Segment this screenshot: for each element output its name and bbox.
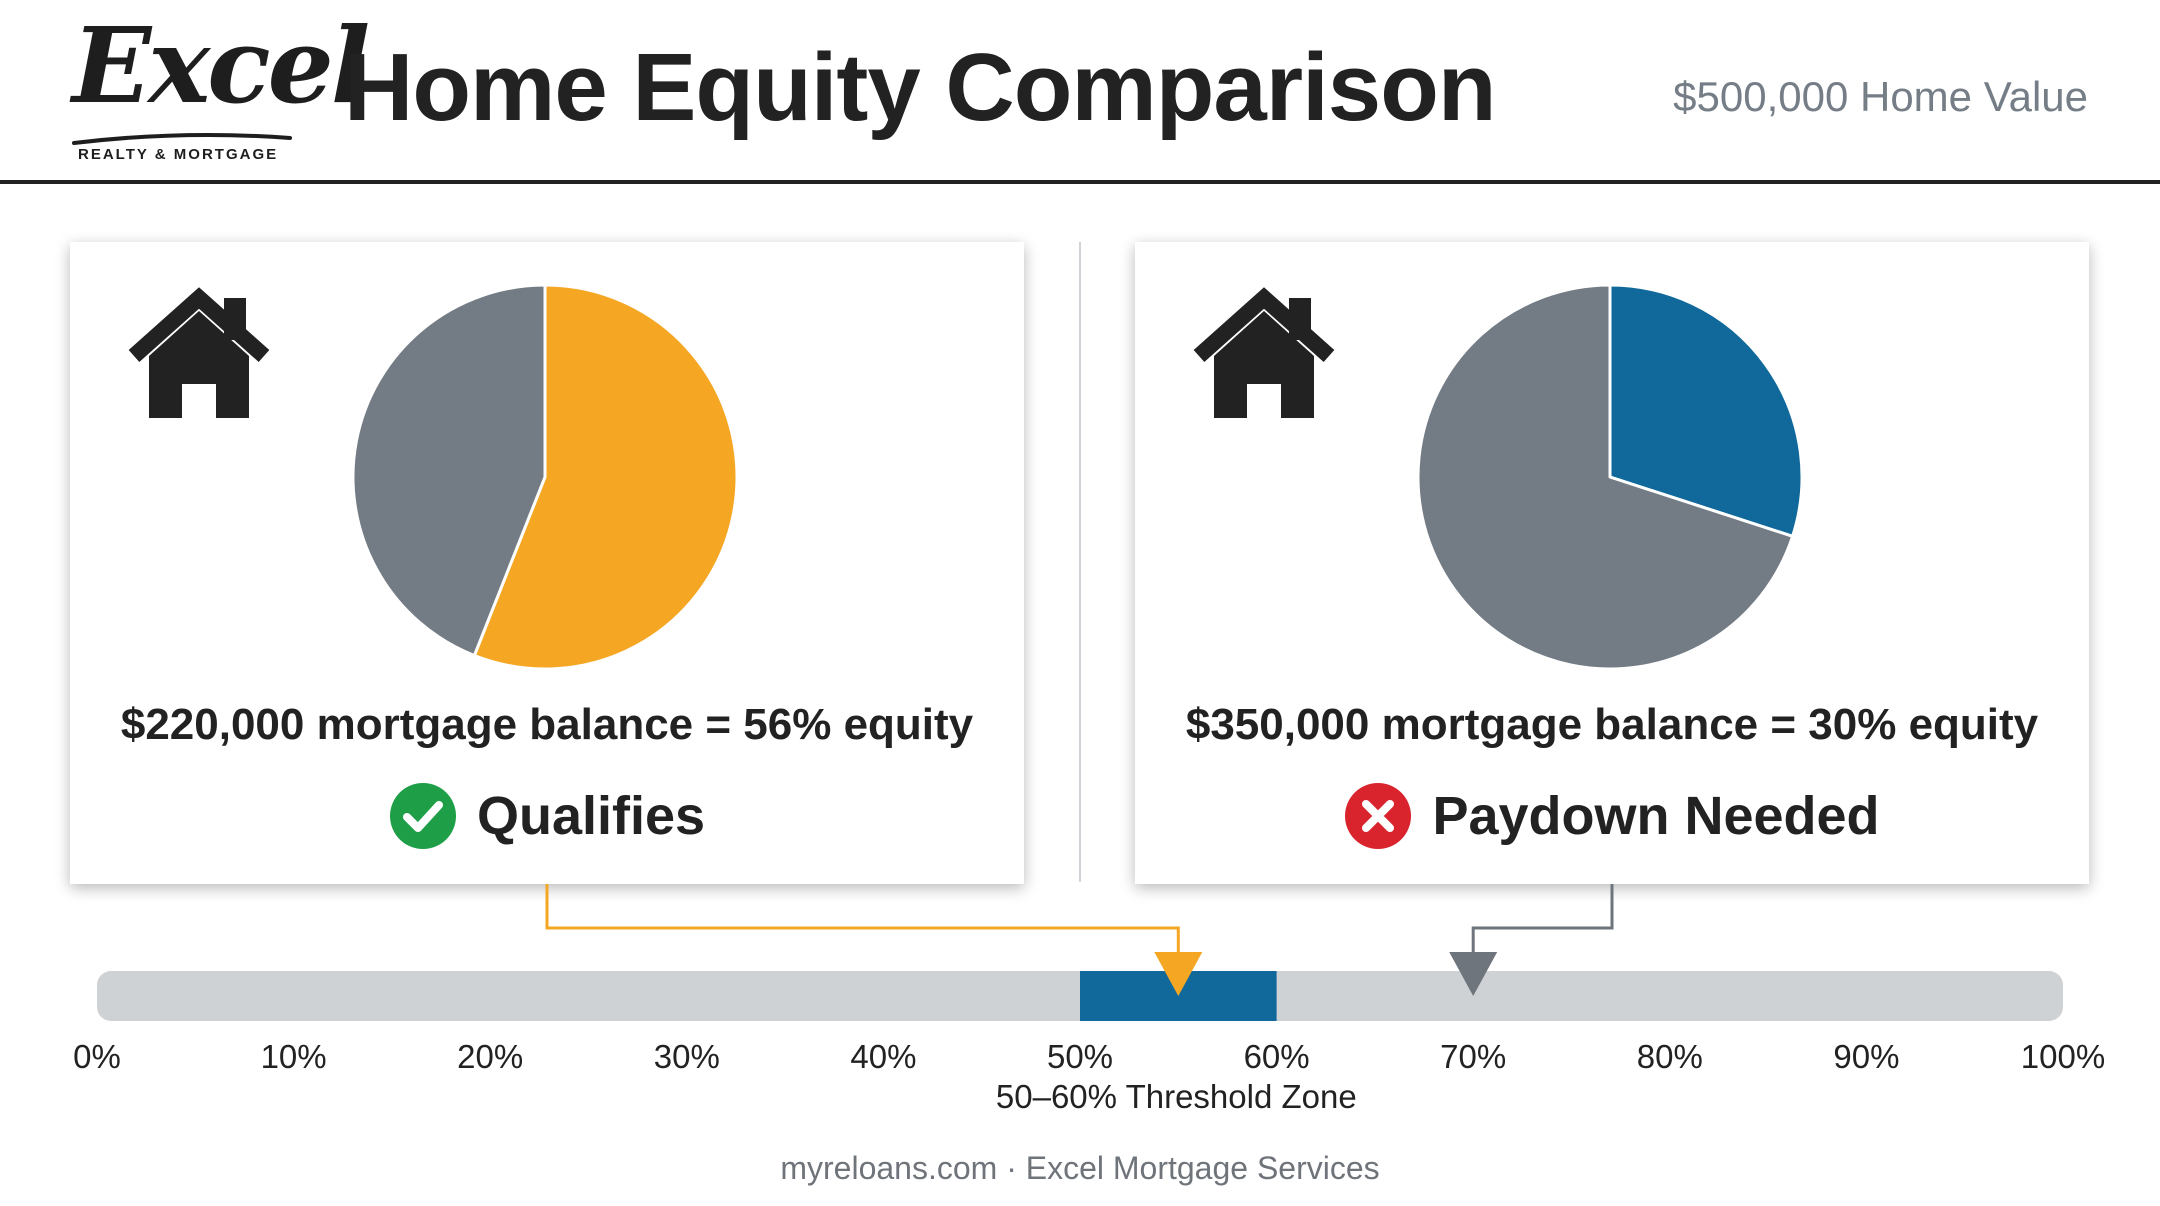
check-circle-icon <box>389 783 456 849</box>
scale-tick-label: 70% <box>1440 1038 1506 1075</box>
pie-chart-left <box>351 283 739 671</box>
balance-caption-left: $220,000 mortgage balance = 56% equity <box>120 700 974 749</box>
x-circle-icon <box>1345 783 1412 849</box>
status-label-left: Qualifies <box>476 786 706 846</box>
comparison-card-left: $220,000 mortgage balance = 56% equity Q… <box>70 242 1024 884</box>
scale-marker <box>1449 952 1498 996</box>
balance-caption-right: $350,000 mortgage balance = 30% equity <box>1185 700 2039 749</box>
logo-swoosh-icon <box>72 132 292 145</box>
logo-subtitle: REALTY & MORTGAGE <box>78 146 279 163</box>
scale-tick-label: 30% <box>654 1038 720 1075</box>
page-title: Home Equity Comparison <box>344 34 1496 141</box>
house-icon <box>1193 287 1335 418</box>
marker-connector <box>1471 884 1614 956</box>
footer: myreloans.com · Excel Mortgage Services <box>780 1150 1380 1186</box>
comparison-card-right: $350,000 mortgage balance = 30% equity P… <box>1135 242 2089 884</box>
scale-tick-label: 90% <box>1833 1038 1899 1075</box>
scale-tick-label: 50% <box>1047 1038 1113 1075</box>
scale-tick-label: 20% <box>457 1038 523 1075</box>
logo-script: Excel <box>72 4 370 127</box>
home-value: $500,000 Home Value <box>1673 73 2088 120</box>
house-icon <box>128 287 270 418</box>
scale-tick-label: 60% <box>1244 1038 1310 1075</box>
status-label-right: Paydown Needed <box>1432 786 1880 846</box>
excel-logo: Excel REALTY & MORTGAGE <box>68 14 370 170</box>
scale-marker <box>1154 952 1203 996</box>
threshold-zone-label: 50–60% Threshold Zone <box>996 1078 1357 1115</box>
status-qualifies: Qualifies <box>70 782 1024 850</box>
card-divider <box>1079 242 1081 882</box>
scale-tick-label: 80% <box>1637 1038 1703 1075</box>
pie-chart-right <box>1416 283 1804 671</box>
scale-tick-label: 10% <box>261 1038 327 1075</box>
equity-threshold-scale: 0% 10% 20% 30% 40% 50% 60% 70% 80% 90% 100% 50–60% … <box>73 884 2105 1115</box>
pie-slice-equity <box>1608 283 1804 538</box>
scale-tick-label: 40% <box>850 1038 916 1075</box>
pie-slice-mortgage-balance <box>351 283 547 658</box>
header: Excel REALTY & MORTGAGE Home Equity Comp… <box>0 0 2160 184</box>
pie-slice-mortgage-balance <box>1416 283 1795 671</box>
status-paydown-needed: Paydown Needed <box>1135 782 2089 850</box>
pie-slice-equity <box>472 283 739 671</box>
scale-tick-label: 0% <box>73 1038 121 1075</box>
scale-tick-label: 100% <box>2021 1038 2105 1075</box>
marker-connector <box>545 884 1180 956</box>
